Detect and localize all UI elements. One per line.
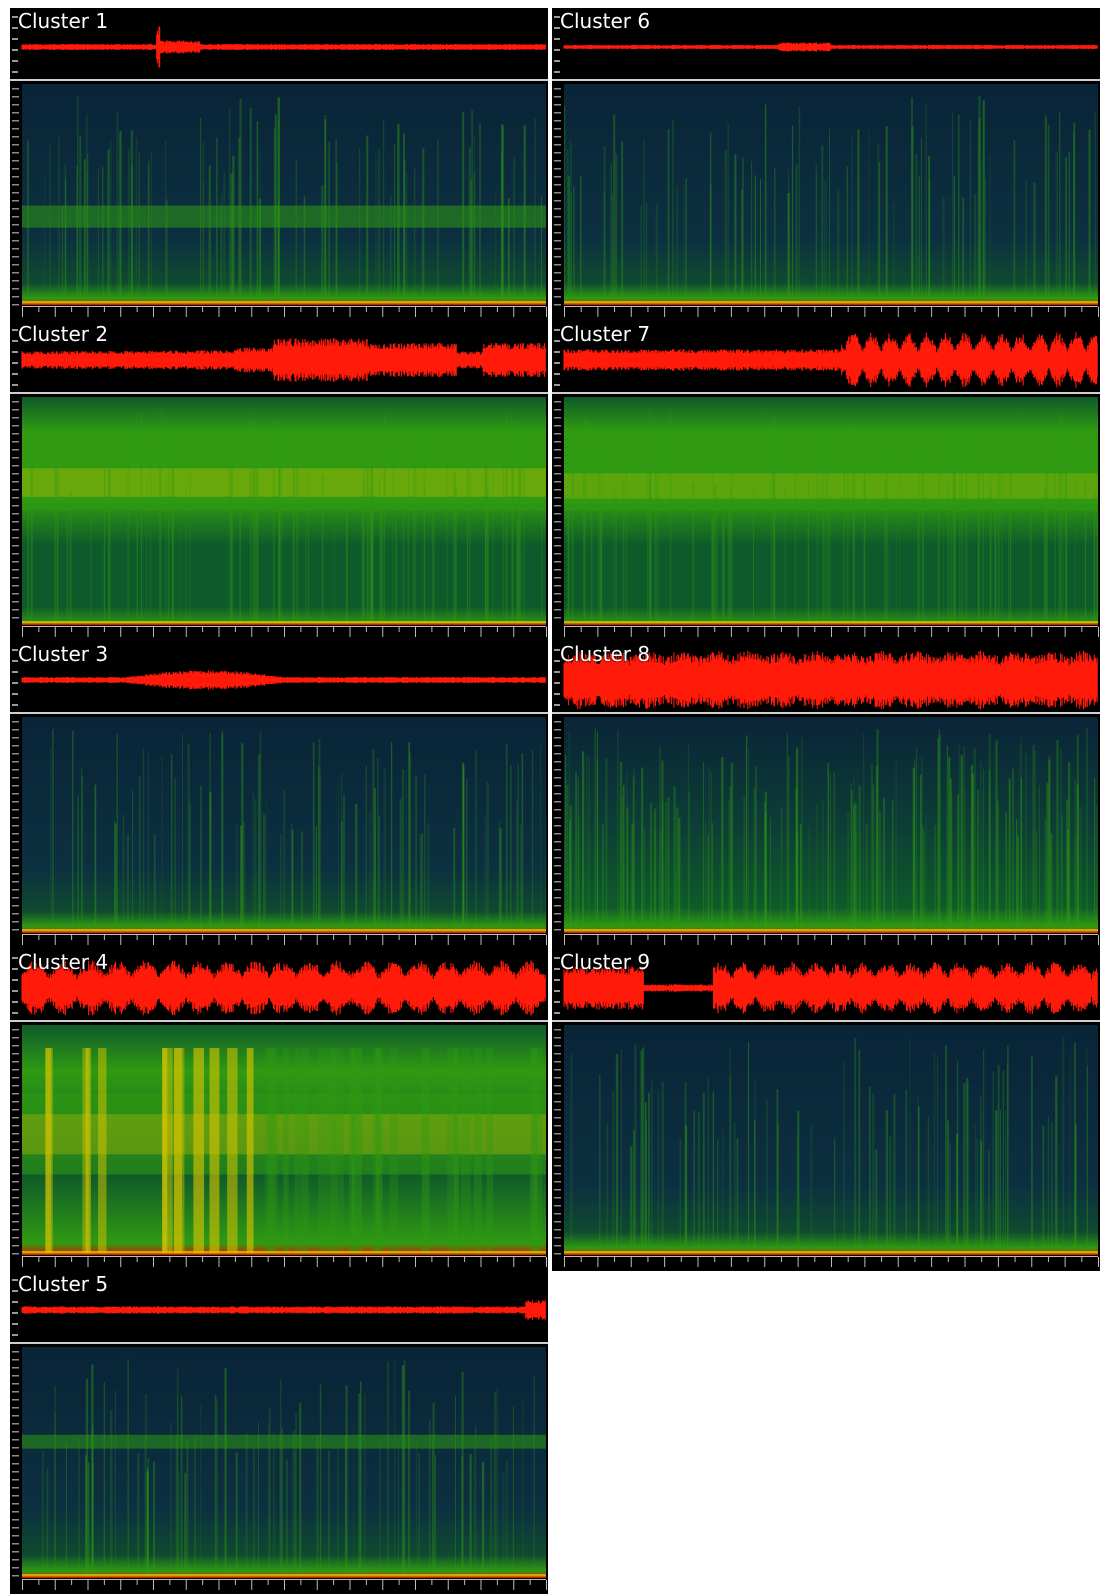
- cluster-4-figure: [10, 957, 548, 1267]
- cluster-9-figure: [552, 957, 1100, 1267]
- cluster-8-figure: [552, 649, 1100, 945]
- cluster-6-spectrogram: [564, 84, 1098, 306]
- cluster-6-waveform: [563, 42, 1098, 52]
- cluster-1-waveform: [21, 26, 546, 68]
- cluster-2-figure: [10, 329, 548, 637]
- cluster-6-figure: [552, 16, 1100, 317]
- cluster-4-label: Cluster 4: [18, 950, 109, 974]
- cluster-8-label: Cluster 8: [560, 642, 651, 666]
- cluster-6-panel: Cluster 6: [552, 8, 1100, 321]
- cluster-2-waveform: [21, 338, 546, 382]
- cluster-1-figure: [10, 16, 548, 317]
- cluster-4-spectrogram: [22, 1025, 546, 1255]
- cluster-7-waveform: [563, 332, 1098, 388]
- cluster-1-label: Cluster 1: [18, 9, 109, 33]
- cluster-8-panel: Cluster 8: [552, 641, 1100, 949]
- cluster-1-spectrogram: [22, 84, 546, 306]
- cluster-8-spectrogram: [564, 717, 1098, 933]
- cluster-3-figure: [10, 649, 548, 945]
- cluster-3-waveform: [21, 670, 546, 690]
- cluster-7-panel: Cluster 7: [552, 321, 1100, 641]
- cluster-3-spectrogram: [22, 717, 547, 933]
- cluster-7-label: Cluster 7: [560, 322, 651, 346]
- cluster-6-label: Cluster 6: [560, 9, 651, 33]
- cluster-7-figure: [552, 329, 1100, 637]
- cluster-1-panel: Cluster 1: [10, 8, 548, 321]
- cluster-5-waveform: [21, 1300, 546, 1320]
- cluster-5-spectrogram: [22, 1347, 546, 1578]
- cluster-3-panel: Cluster 3: [10, 641, 548, 949]
- cluster-8-waveform: [563, 650, 1098, 710]
- cluster-4-panel: Cluster 4: [10, 949, 548, 1271]
- cluster-9-spectrogram: [564, 1025, 1098, 1255]
- cluster-5-figure: [10, 1279, 548, 1590]
- cluster-2-label: Cluster 2: [18, 322, 109, 346]
- cluster-2-panel: Cluster 2: [10, 321, 548, 641]
- cluster-5-panel: Cluster 5: [10, 1271, 548, 1594]
- cluster-4-waveform: [21, 960, 546, 1016]
- cluster-3-label: Cluster 3: [18, 642, 109, 666]
- cluster-9-waveform: [563, 961, 1098, 1015]
- cluster-2-spectrogram: [22, 397, 546, 625]
- cluster-7-spectrogram: [564, 397, 1099, 625]
- cluster-5-label: Cluster 5: [18, 1272, 109, 1296]
- cluster-9-panel: Cluster 9: [552, 949, 1100, 1271]
- cluster-9-label: Cluster 9: [560, 950, 651, 974]
